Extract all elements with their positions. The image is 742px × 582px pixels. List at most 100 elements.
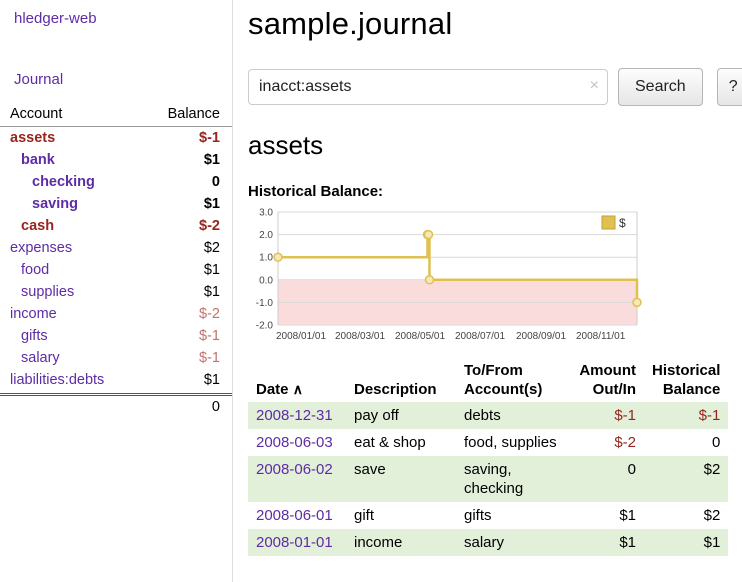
svg-text:-1.0: -1.0 xyxy=(256,298,274,309)
accounts-table-header: Account Balance xyxy=(0,106,232,127)
svg-text:2008/01/01: 2008/01/01 xyxy=(276,331,326,342)
register-amount: $-1 xyxy=(614,406,636,424)
register-header-date-label: Date xyxy=(256,380,289,398)
svg-text:$: $ xyxy=(619,216,626,230)
accounts-header-account: Account xyxy=(10,106,63,122)
help-button[interactable]: ? xyxy=(716,67,742,106)
chart-title: Historical Balance: xyxy=(248,182,384,200)
register-amount: $1 xyxy=(619,533,636,551)
account-balance: $-1 xyxy=(199,350,220,366)
register-description: save xyxy=(354,460,386,478)
account-balance: $-1 xyxy=(199,328,220,344)
account-balance: $1 xyxy=(203,372,220,388)
app-title-link[interactable]: hledger-web xyxy=(14,10,97,27)
register-description: gift xyxy=(354,506,375,524)
register-header-date[interactable]: Date ∧ xyxy=(248,358,346,402)
svg-text:2008/11/01: 2008/11/01 xyxy=(576,331,626,342)
register-date-link[interactable]: 2008-06-02 xyxy=(256,460,333,478)
register-amount: 0 xyxy=(627,460,636,478)
register-header-account: To/From Account(s) xyxy=(464,361,543,398)
register-row: 2008-12-31 pay off debts $-1 $-1 xyxy=(248,401,729,429)
register-row: 2008-06-01 gift gifts $1 $2 xyxy=(248,502,728,529)
register-header-row: Date ∧ Description To/From Account(s) Am… xyxy=(248,358,728,402)
account-row: expenses $2 xyxy=(0,237,232,259)
register-description: eat & shop xyxy=(354,433,426,451)
account-row: salary $-1 xyxy=(0,347,232,369)
account-row: saving $1 xyxy=(0,193,232,215)
sidebar-account-link[interactable]: gifts xyxy=(21,328,48,344)
account-balance: $-2 xyxy=(199,218,220,234)
account-row: food $1 xyxy=(0,259,232,281)
main-content: sample.journal × Search ? assets Histori… xyxy=(233,0,742,582)
account-balance: $1 xyxy=(203,196,220,212)
sidebar-link-journal[interactable]: Journal xyxy=(14,71,64,88)
search-input[interactable] xyxy=(248,68,608,105)
account-row: supplies $1 xyxy=(0,281,232,303)
account-row: bank $1 xyxy=(0,149,232,171)
svg-text:1.0: 1.0 xyxy=(259,252,273,263)
register-accounts: saving, checking xyxy=(464,460,524,497)
sort-ascending-icon: ∧ xyxy=(292,380,303,397)
register-balance: 0 xyxy=(712,433,721,451)
account-balance: $-2 xyxy=(199,306,220,322)
search-bar: × Search ? xyxy=(248,67,742,106)
svg-text:-2.0: -2.0 xyxy=(256,320,274,331)
register-header-amount: Amount Out/In xyxy=(579,361,636,398)
svg-text:2.0: 2.0 xyxy=(259,230,273,241)
accounts-header-balance: Balance xyxy=(167,106,220,122)
register-balance: $2 xyxy=(703,460,721,478)
account-heading: assets xyxy=(248,129,324,160)
register-balance: $2 xyxy=(703,506,721,524)
sidebar: hledger-web Journal Account Balance asse… xyxy=(0,0,233,582)
svg-text:2008/07/01: 2008/07/01 xyxy=(455,331,505,342)
register-header-balance: Historical Balance xyxy=(652,361,721,398)
register-accounts: salary xyxy=(464,533,505,551)
sidebar-account-link[interactable]: income xyxy=(10,306,57,322)
sidebar-account-link[interactable]: saving xyxy=(32,196,78,212)
account-balance: $1 xyxy=(203,152,220,168)
account-row: checking 0 xyxy=(0,171,232,193)
sidebar-account-link[interactable]: supplies xyxy=(21,284,75,300)
sidebar-account-link[interactable]: food xyxy=(21,262,50,278)
register-description: pay off xyxy=(354,406,399,424)
clear-search-icon[interactable]: × xyxy=(589,76,599,94)
svg-text:2008/03/01: 2008/03/01 xyxy=(335,331,385,342)
register-header-description: Description xyxy=(354,380,437,398)
register-accounts: debts xyxy=(464,406,501,424)
register-date-link[interactable]: 2008-01-01 xyxy=(256,533,333,551)
register-amount: $-2 xyxy=(614,433,636,451)
sidebar-account-link[interactable]: bank xyxy=(21,152,55,168)
account-row: liabilities:debts $1 xyxy=(0,369,232,391)
svg-text:3.0: 3.0 xyxy=(259,207,273,218)
register-accounts: food, supplies xyxy=(464,433,557,451)
account-row: cash $-2 xyxy=(0,215,232,237)
sidebar-account-link[interactable]: checking xyxy=(32,174,95,190)
register-table: Date ∧ Description To/From Account(s) Am… xyxy=(248,358,729,556)
account-balance: $1 xyxy=(203,284,220,300)
register-accounts: gifts xyxy=(464,506,492,524)
sidebar-account-link[interactable]: assets xyxy=(10,130,56,146)
sidebar-account-link[interactable]: expenses xyxy=(10,240,73,256)
register-balance: $1 xyxy=(703,533,721,551)
register-row: 2008-01-01 income salary $1 $1 xyxy=(248,528,729,556)
register-date-link[interactable]: 2008-06-01 xyxy=(256,506,333,524)
sidebar-account-link[interactable]: cash xyxy=(21,218,55,234)
svg-text:2008/05/01: 2008/05/01 xyxy=(395,331,445,342)
register-row: 2008-06-03 eat & shop food, supplies $-2 0 xyxy=(248,429,728,456)
svg-text:2008/09/01: 2008/09/01 xyxy=(516,331,566,342)
register-balance: $-1 xyxy=(698,406,721,424)
account-balance: $-1 xyxy=(199,130,220,146)
accounts-list: assets $-1 bank $1 checking 0 saving $1 cash $-2 e… xyxy=(0,127,232,391)
page-title: sample.journal xyxy=(248,6,453,41)
account-row: assets $-1 xyxy=(0,127,232,149)
search-button[interactable]: Search xyxy=(618,67,703,106)
register-date-link[interactable]: 2008-12-31 xyxy=(256,406,333,424)
sidebar-account-link[interactable]: salary xyxy=(21,350,60,366)
accounts-total: 0 xyxy=(0,393,232,418)
register-row: 2008-06-02 save saving, checking 0 $2 xyxy=(248,455,729,502)
register-description: income xyxy=(354,533,403,551)
sidebar-account-link[interactable]: liabilities:debts xyxy=(10,372,105,388)
register-date-link[interactable]: 2008-06-03 xyxy=(256,433,333,451)
account-balance: $1 xyxy=(203,262,220,278)
